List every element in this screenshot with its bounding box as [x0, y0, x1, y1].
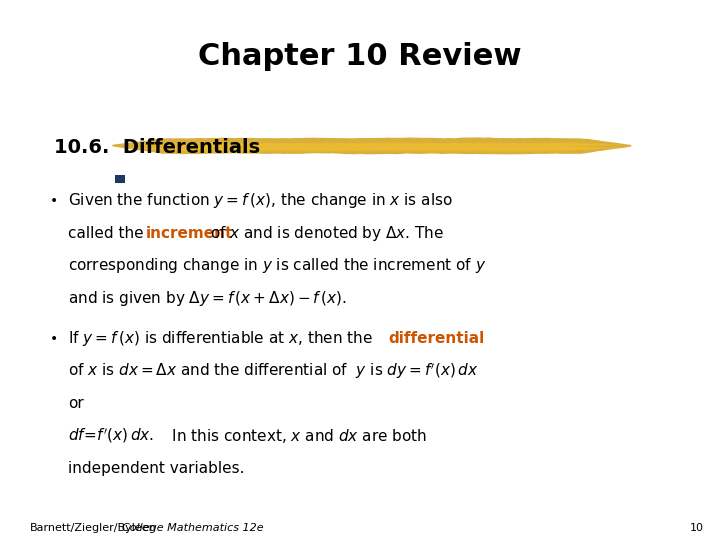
- Text: independent variables.: independent variables.: [68, 461, 245, 476]
- FancyBboxPatch shape: [115, 176, 125, 183]
- Polygon shape: [134, 146, 604, 152]
- Text: corresponding change in $y$ is called the increment of $y$: corresponding change in $y$ is called th…: [68, 256, 487, 275]
- Text: In this context, $x$ and $dx$ are both: In this context, $x$ and $dx$ are both: [162, 427, 427, 445]
- Text: Chapter 10 Review: Chapter 10 Review: [198, 42, 522, 71]
- Text: •: •: [50, 194, 58, 208]
- Text: and is given by $\Delta y = f\,(x + \Delta x) - f\,(x)$.: and is given by $\Delta y = f\,(x + \Del…: [68, 288, 347, 308]
- Text: $df\!=\! f'(x)\,dx$.: $df\!=\! f'(x)\,dx$.: [68, 427, 155, 445]
- Text: called the: called the: [68, 226, 149, 241]
- Polygon shape: [112, 137, 631, 154]
- Text: Barnett/Ziegler/Byleen: Barnett/Ziegler/Byleen: [30, 523, 157, 533]
- Text: If $y = f\,(x)$ is differentiable at $x$, then the: If $y = f\,(x)$ is differentiable at $x$…: [68, 329, 374, 348]
- Text: increment: increment: [145, 226, 233, 241]
- Text: or: or: [68, 396, 84, 411]
- Text: of $x$ is $dx = \Delta x$ and the differential of  $y$ is $dy = f'(x)\,dx$: of $x$ is $dx = \Delta x$ and the differ…: [68, 361, 479, 381]
- Text: •: •: [50, 332, 58, 346]
- Text: Given the function $y = f\,(x)$, the change in $x$ is also: Given the function $y = f\,(x)$, the cha…: [68, 191, 453, 211]
- Text: 10.6.  Differentials: 10.6. Differentials: [54, 138, 260, 157]
- Text: of $x$ and is denoted by $\Delta x$. The: of $x$ and is denoted by $\Delta x$. The: [210, 224, 444, 243]
- Text: differential: differential: [389, 331, 485, 346]
- Polygon shape: [130, 143, 611, 146]
- Polygon shape: [117, 146, 629, 151]
- Polygon shape: [140, 142, 625, 147]
- Text: 10: 10: [690, 523, 703, 533]
- Text: College Mathematics 12e: College Mathematics 12e: [122, 523, 264, 533]
